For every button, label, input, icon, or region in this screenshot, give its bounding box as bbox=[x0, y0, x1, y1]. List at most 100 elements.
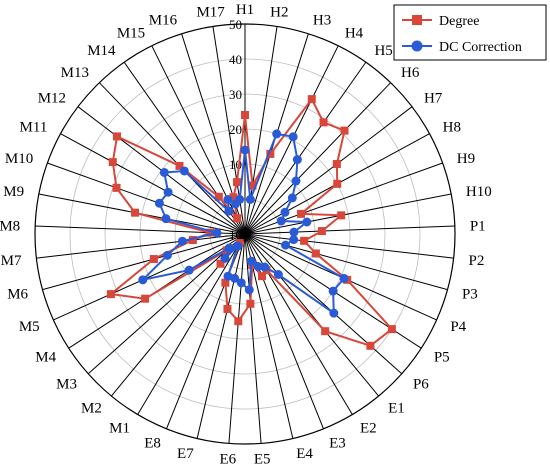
category-label: E1 bbox=[388, 401, 405, 417]
data-point-dc-correction bbox=[245, 194, 255, 204]
category-label: M12 bbox=[38, 91, 66, 107]
radial-tick-label: 50 bbox=[229, 17, 242, 32]
grid-spoke bbox=[196, 233, 246, 439]
data-point-dc-correction bbox=[292, 155, 302, 165]
data-point-degree bbox=[229, 193, 238, 202]
grid-spoke bbox=[244, 106, 413, 235]
category-label: H10 bbox=[466, 184, 492, 200]
data-point-dc-correction bbox=[287, 193, 297, 203]
data-point-dc-correction bbox=[339, 273, 349, 283]
grid-spoke bbox=[244, 225, 455, 235]
data-point-degree bbox=[246, 299, 255, 308]
data-point-degree bbox=[248, 181, 257, 190]
data-point-dc-correction bbox=[212, 228, 222, 238]
data-point-degree bbox=[131, 208, 140, 217]
data-point-degree bbox=[149, 255, 158, 264]
data-point-dc-correction bbox=[159, 167, 169, 177]
category-label: P1 bbox=[470, 218, 486, 234]
grid-spoke bbox=[99, 82, 246, 235]
category-label: H8 bbox=[443, 120, 461, 136]
category-label: E8 bbox=[144, 436, 161, 452]
grid-spoke bbox=[244, 233, 262, 444]
data-point-degree bbox=[317, 227, 326, 236]
grid-spoke bbox=[244, 233, 448, 291]
grid-spoke bbox=[137, 233, 246, 415]
category-label: M2 bbox=[81, 401, 102, 417]
category-label: M16 bbox=[149, 12, 178, 28]
data-point-dc-correction bbox=[253, 261, 263, 271]
data-point-degree bbox=[234, 317, 243, 326]
data-point-dc-correction bbox=[240, 145, 250, 155]
data-point-dc-correction bbox=[235, 194, 245, 204]
data-point-dc-correction bbox=[177, 236, 187, 246]
data-point-degree bbox=[340, 126, 349, 135]
grid-spoke bbox=[244, 82, 391, 235]
data-point-degree bbox=[233, 214, 242, 223]
data-point-dc-correction bbox=[162, 250, 172, 260]
category-label: H5 bbox=[374, 43, 392, 59]
category-label: M15 bbox=[117, 25, 145, 41]
legend-item-degree: Degree bbox=[402, 14, 479, 29]
data-point-dc-correction bbox=[288, 132, 298, 142]
legend-label-degree: Degree bbox=[439, 14, 479, 29]
category-label: M9 bbox=[3, 184, 24, 200]
data-point-degree bbox=[311, 249, 320, 258]
data-point-dc-correction bbox=[236, 278, 246, 288]
category-label: M1 bbox=[109, 420, 130, 436]
data-point-degree bbox=[112, 132, 121, 141]
category-label: M8 bbox=[0, 218, 20, 234]
data-point-dc-correction bbox=[138, 275, 148, 285]
data-point-dc-correction bbox=[280, 207, 290, 217]
data-point-dc-correction bbox=[291, 176, 301, 186]
data-point-dc-correction bbox=[223, 194, 233, 204]
data-point-degree bbox=[266, 149, 275, 158]
radar-grid bbox=[34, 23, 456, 445]
data-point-dc-correction bbox=[179, 166, 189, 176]
category-label: E3 bbox=[329, 436, 346, 452]
grid-spoke bbox=[244, 233, 454, 259]
data-point-degree bbox=[258, 272, 267, 281]
legend-item-dc-correction: DC Correction bbox=[402, 40, 522, 55]
data-point-dc-correction bbox=[220, 253, 230, 263]
grid-spoke bbox=[244, 233, 403, 375]
category-label: P2 bbox=[469, 253, 485, 269]
category-label: E5 bbox=[254, 451, 271, 467]
legend-label-dc-correction: DC Correction bbox=[439, 40, 522, 55]
category-label: P3 bbox=[462, 287, 478, 303]
legend-marker-degree bbox=[412, 15, 422, 25]
data-point-degree bbox=[214, 192, 223, 201]
data-point-dc-correction bbox=[223, 271, 233, 281]
data-point-degree bbox=[307, 95, 316, 104]
category-label: H4 bbox=[345, 25, 364, 41]
data-point-degree bbox=[333, 179, 342, 188]
data-point-degree bbox=[112, 183, 121, 192]
data-point-dc-correction bbox=[289, 227, 299, 237]
grid-spoke bbox=[87, 233, 246, 375]
grid-spoke bbox=[60, 133, 246, 235]
data-point-degree bbox=[108, 158, 117, 167]
series-dc-correction bbox=[138, 129, 349, 318]
data-point-dc-correction bbox=[244, 285, 254, 295]
grid-spoke bbox=[244, 233, 353, 415]
category-label: M11 bbox=[20, 120, 48, 136]
category-label: H1 bbox=[236, 2, 254, 18]
data-point-degree bbox=[221, 278, 230, 287]
radial-tick-label: 20 bbox=[229, 122, 242, 137]
data-point-degree bbox=[206, 228, 215, 237]
category-label: M17 bbox=[196, 5, 225, 21]
category-label: H9 bbox=[457, 151, 475, 167]
category-label: P4 bbox=[450, 319, 466, 335]
data-point-degree bbox=[241, 111, 249, 119]
grid-spoke bbox=[47, 162, 246, 235]
data-point-degree bbox=[223, 304, 232, 313]
grid-spoke bbox=[53, 233, 246, 321]
category-label: M4 bbox=[35, 349, 56, 365]
data-point-dc-correction bbox=[163, 187, 173, 197]
data-point-degree bbox=[337, 211, 346, 220]
data-point-degree bbox=[232, 178, 241, 187]
data-point-dc-correction bbox=[184, 265, 194, 275]
legend-marker-dc-correction bbox=[411, 40, 423, 52]
data-point-dc-correction bbox=[276, 216, 286, 226]
data-point-degree bbox=[106, 290, 115, 299]
